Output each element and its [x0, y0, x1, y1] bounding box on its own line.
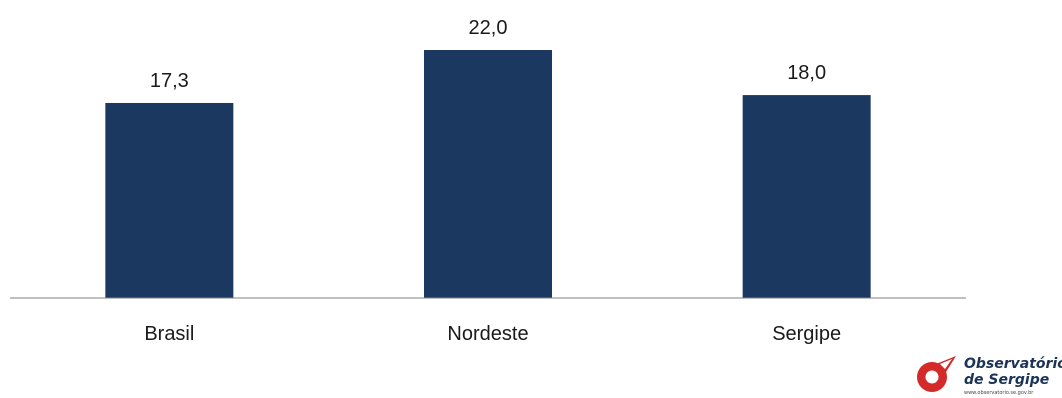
data-label-sergipe: 18,0	[787, 62, 826, 84]
bar-brasil	[105, 102, 234, 299]
category-label-brasil: Brasil	[144, 323, 194, 345]
logo-url: www.observatorio.se.gov.br	[964, 390, 1034, 396]
observatorio-logo: Observatório de Sergipe www.observatorio…	[912, 350, 1062, 398]
data-label-nordeste: 22,0	[469, 17, 508, 39]
data-label-brasil: 17,3	[150, 70, 189, 92]
bar-nordeste	[424, 50, 552, 298]
bar-chart: 17,3 Brasil 22,0 Nordeste 18,0 Sergipe	[10, 17, 966, 345]
bar-sergipe	[742, 95, 871, 298]
logo-title-line2: de Sergipe	[964, 372, 1050, 388]
logo-title-line1: Observatório	[964, 356, 1062, 372]
category-label-nordeste: Nordeste	[447, 323, 528, 345]
observatorio-logo-icon	[917, 356, 956, 392]
category-label-sergipe: Sergipe	[772, 323, 841, 345]
